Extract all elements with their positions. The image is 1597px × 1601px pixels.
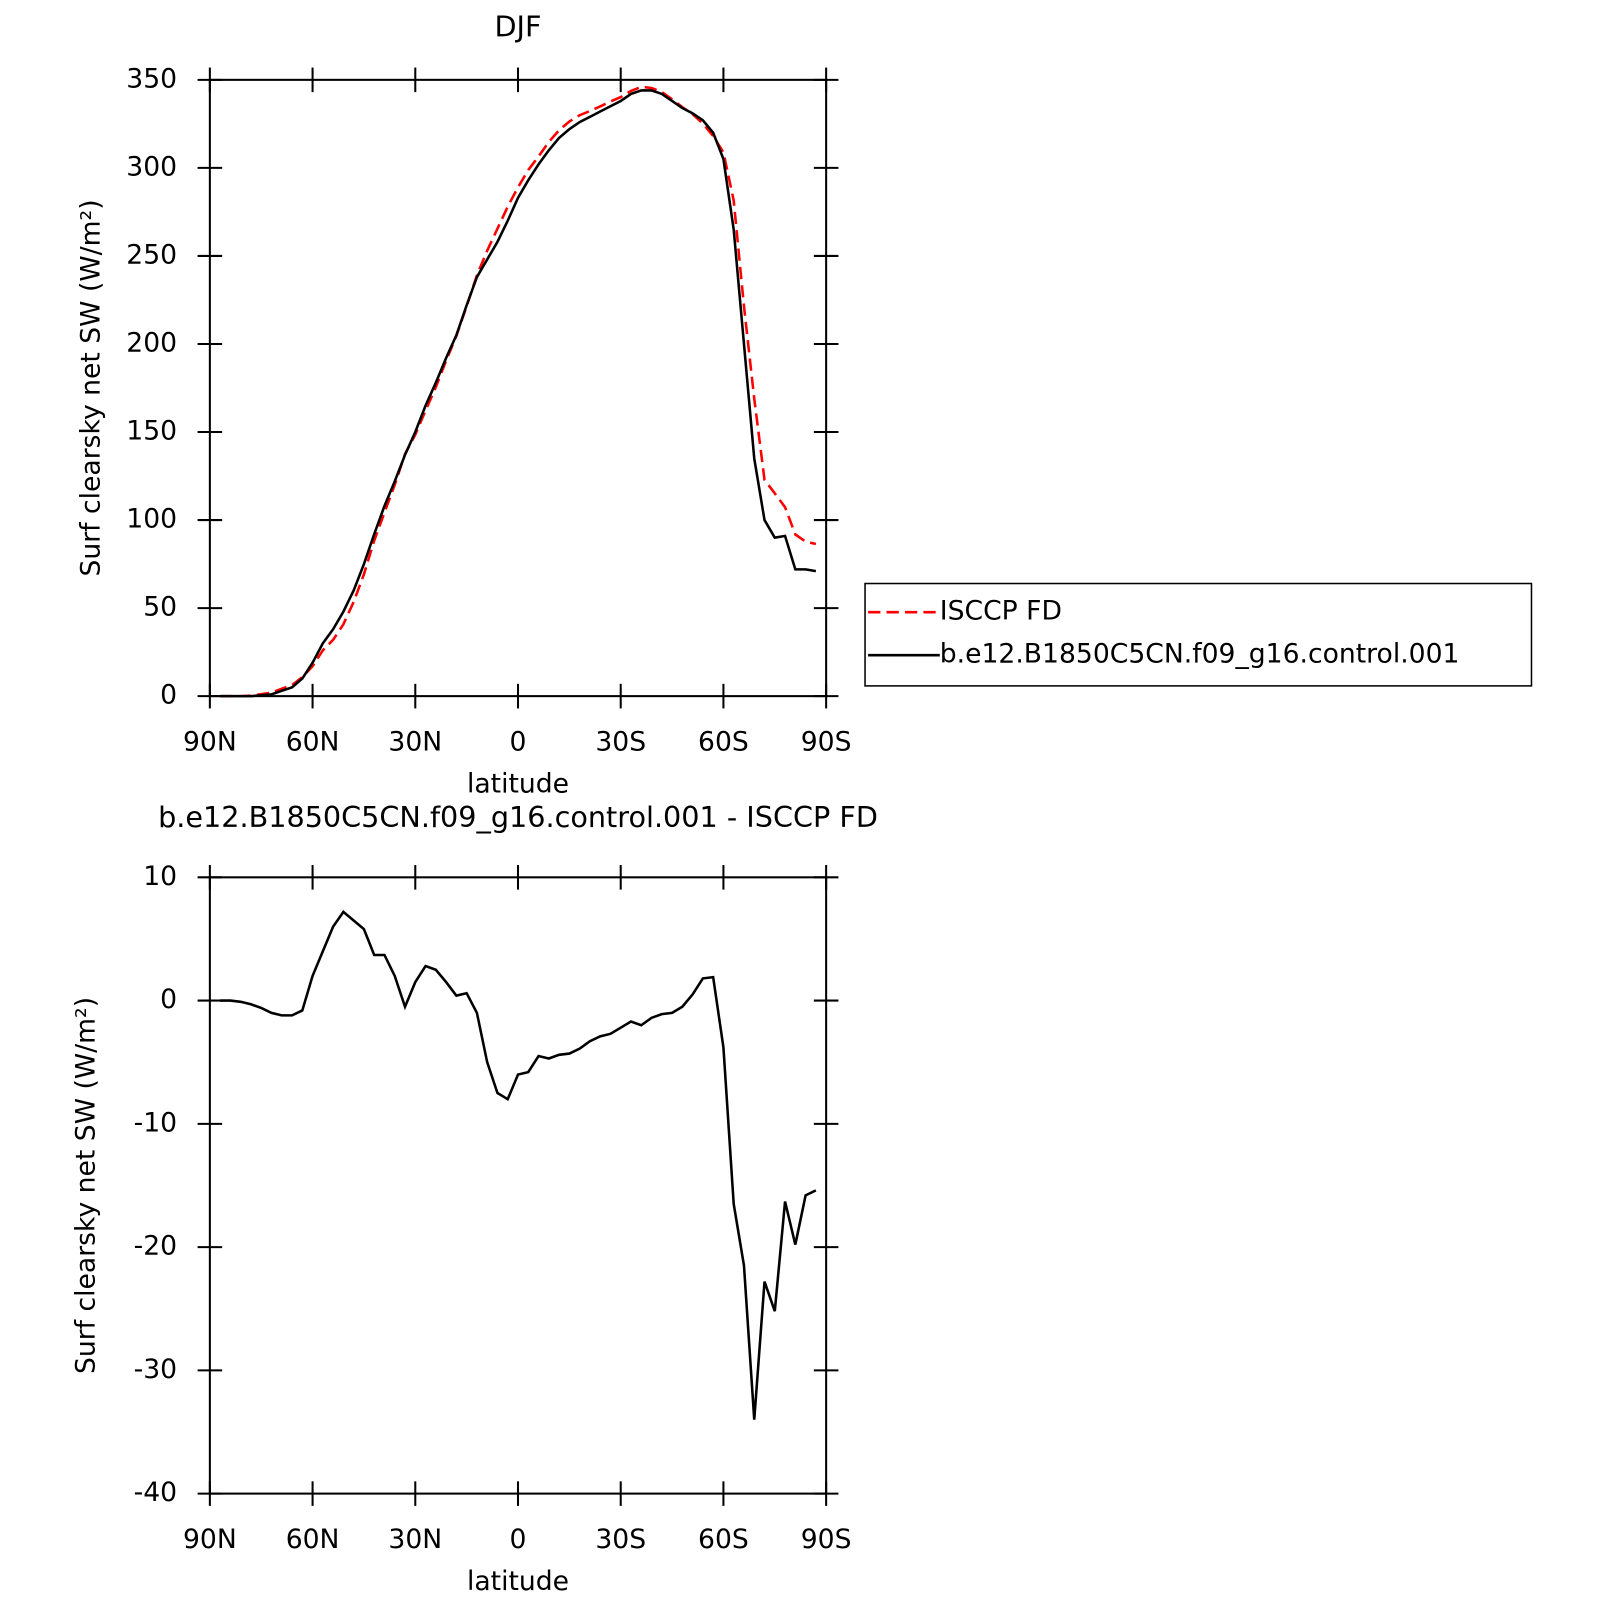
y-tick-label: 300 [126, 151, 177, 182]
y-tick-label: 100 [126, 504, 177, 535]
y-tick-label: 250 [126, 239, 177, 270]
x-tick-label: 90N [183, 727, 237, 758]
series-line [220, 909, 817, 1420]
x-tick-label: 90S [801, 1524, 852, 1555]
x-tick-label: 30S [595, 727, 646, 758]
legend-label: ISCCP FD [940, 596, 1062, 627]
x-tick-label: 0 [510, 727, 527, 758]
chart-title: b.e12.B1850C5CN.f09_g16.control.001 - IS… [158, 800, 878, 834]
y-tick-label: -30 [134, 1354, 177, 1385]
x-tick-label: 30N [388, 1524, 442, 1555]
plot-frame [208, 876, 828, 1495]
x-tick-label: 0 [510, 1524, 527, 1555]
x-tick-label: 90S [801, 727, 852, 758]
y-axis-label: Surf clearsky net SW (W/m²) [76, 199, 107, 576]
y-axis-label: Surf clearsky net SW (W/m²) [71, 997, 102, 1374]
chart-title: DJF [494, 10, 541, 44]
y-tick-label: 0 [160, 984, 177, 1015]
legend-label: b.e12.B1850C5CN.f09_g16.control.001 [940, 639, 1460, 670]
y-tick-label: 10 [143, 861, 177, 892]
y-tick-label: 0 [160, 680, 177, 711]
y-tick-label: -20 [134, 1231, 177, 1262]
y-tick-label: 350 [126, 63, 177, 94]
x-tick-label: 60N [286, 727, 340, 758]
legend-box [864, 582, 1533, 687]
y-tick-label: 50 [143, 592, 177, 623]
series-line [220, 89, 817, 698]
x-tick-label: 60N [286, 1524, 340, 1555]
plot-frame [208, 78, 828, 698]
x-tick-label: 90N [183, 1524, 237, 1555]
y-tick-label: -10 [134, 1107, 177, 1138]
x-tick-label: 30N [388, 727, 442, 758]
y-tick-label: 150 [126, 416, 177, 447]
x-tick-label: 30S [595, 1524, 646, 1555]
y-tick-label: -40 [134, 1477, 177, 1508]
x-tick-label: 60S [698, 1524, 749, 1555]
y-tick-label: 200 [126, 327, 177, 358]
x-tick-label: 60S [698, 727, 749, 758]
x-axis-label: latitude [467, 1566, 569, 1597]
x-axis-label: latitude [467, 769, 569, 800]
